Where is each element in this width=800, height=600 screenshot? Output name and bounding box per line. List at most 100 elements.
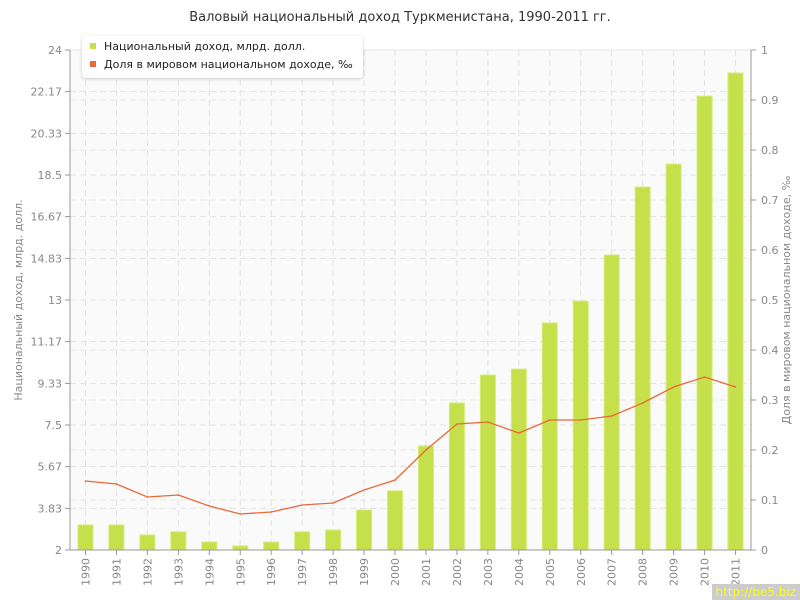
x-tick-label: 1995 — [234, 558, 247, 586]
y-tick-label: 2 — [55, 544, 62, 557]
bar — [201, 541, 218, 551]
line-point — [115, 483, 118, 485]
x-tick-label: 2007 — [606, 558, 619, 586]
bar — [387, 490, 404, 551]
x-tick-label: 1990 — [79, 558, 92, 586]
x-tick-label: 2000 — [389, 558, 402, 586]
bar — [294, 531, 311, 551]
line-point — [84, 480, 87, 482]
x-tick-label: 2010 — [699, 558, 712, 586]
y-tick-label: 5.67 — [38, 461, 63, 474]
y2-axis-label: Доля в мировом национальном доходе, ‰ — [780, 175, 793, 424]
line-point — [610, 415, 613, 417]
line-point — [641, 402, 644, 404]
line-point — [425, 449, 427, 451]
x-tick-label: 2006 — [575, 558, 588, 586]
y-tick-label: 20.33 — [31, 127, 63, 140]
line-point — [548, 419, 551, 421]
x-tick-label: 1993 — [172, 558, 185, 586]
line-point — [487, 421, 489, 423]
legend-item-share[interactable]: Доля в мировом национальном доходе, ‰ — [90, 56, 353, 74]
x-tick-label: 2002 — [451, 558, 464, 586]
line-point — [239, 513, 242, 515]
y2-tick-label: 0.4 — [761, 344, 779, 357]
legend-label: Национальный доход, млрд. долл. — [104, 40, 306, 53]
y2-tick-label: 0.3 — [761, 394, 779, 407]
legend-label: Доля в мировом национальном доходе, ‰ — [104, 58, 353, 71]
bar — [417, 445, 434, 551]
bar — [232, 545, 249, 551]
bar — [356, 509, 373, 551]
line-point — [703, 376, 706, 378]
y-tick-label: 11.17 — [31, 336, 63, 349]
watermark[interactable]: http://be5.biz — [711, 584, 800, 600]
bar — [696, 95, 713, 551]
line-point — [363, 489, 365, 491]
line-point — [456, 423, 458, 425]
x-tick-label: 1999 — [358, 558, 371, 586]
bar — [139, 534, 156, 551]
bar — [263, 541, 280, 551]
x-tick-label: 2001 — [420, 558, 433, 586]
line-point — [672, 386, 675, 388]
line-point — [394, 479, 396, 481]
x-tick-label: 1998 — [327, 558, 340, 586]
y2-tick-label: 0.9 — [761, 94, 779, 107]
x-tick-label: 1997 — [296, 558, 309, 586]
x-tick-label: 1991 — [110, 558, 123, 586]
y2-tick-label: 0.1 — [761, 494, 779, 507]
y-tick-label: 16.67 — [31, 211, 63, 224]
y-tick-label: 24 — [48, 44, 62, 57]
bar — [77, 524, 94, 551]
y-tick-label: 13 — [48, 294, 62, 307]
bar — [448, 402, 465, 551]
line-point — [332, 502, 334, 504]
y-tick-label: 14.83 — [31, 252, 63, 265]
y-axis-label: Национальный доход, млрд. долл. — [12, 199, 25, 400]
bar — [572, 300, 589, 551]
y2-tick-label: 1 — [761, 44, 768, 57]
bar — [541, 322, 558, 551]
legend: Национальный доход, млрд. долл. Доля в м… — [82, 36, 363, 78]
bar — [325, 529, 342, 551]
y2-tick-label: 0.7 — [761, 194, 779, 207]
y-tick-label: 22.17 — [31, 86, 63, 99]
y-tick-label: 7.5 — [45, 419, 63, 432]
y-tick-label: 18.5 — [38, 169, 63, 182]
x-tick-label: 1996 — [265, 558, 278, 586]
bar — [603, 254, 620, 551]
line-point — [579, 419, 582, 421]
y2-tick-label: 0.2 — [761, 444, 779, 457]
bar — [108, 524, 125, 551]
legend-swatch-icon — [90, 61, 96, 67]
x-tick-label: 2005 — [544, 558, 557, 586]
bar — [170, 531, 187, 551]
line-point — [734, 386, 737, 388]
x-tick-label: 2008 — [637, 558, 650, 586]
line-point — [208, 505, 211, 507]
y-tick-label: 3.83 — [38, 502, 63, 515]
y2-tick-label: 0.8 — [761, 144, 779, 157]
y2-tick-label: 0 — [761, 544, 768, 557]
y2-tick-label: 0.6 — [761, 244, 779, 257]
line-point — [146, 496, 149, 498]
legend-item-income[interactable]: Национальный доход, млрд. долл. — [90, 38, 353, 56]
y-tick-label: 9.33 — [38, 377, 63, 390]
x-tick-label: 2009 — [668, 558, 681, 586]
bar — [634, 186, 651, 551]
x-tick-label: 2011 — [730, 558, 743, 586]
chart-title: Валовый национальный доход Туркменистана… — [189, 10, 611, 25]
line-point — [177, 494, 180, 496]
x-tick-label: 2004 — [513, 558, 526, 586]
x-tick-label: 2003 — [482, 558, 495, 586]
x-tick-label: 1994 — [203, 558, 216, 586]
x-tick-label: 1992 — [141, 558, 154, 586]
bar — [479, 374, 496, 551]
line-point — [518, 432, 520, 434]
y2-tick-label: 0.5 — [761, 294, 779, 307]
line-point — [301, 504, 303, 506]
series-line — [85, 376, 736, 515]
bar — [665, 163, 682, 551]
bar — [510, 368, 527, 551]
